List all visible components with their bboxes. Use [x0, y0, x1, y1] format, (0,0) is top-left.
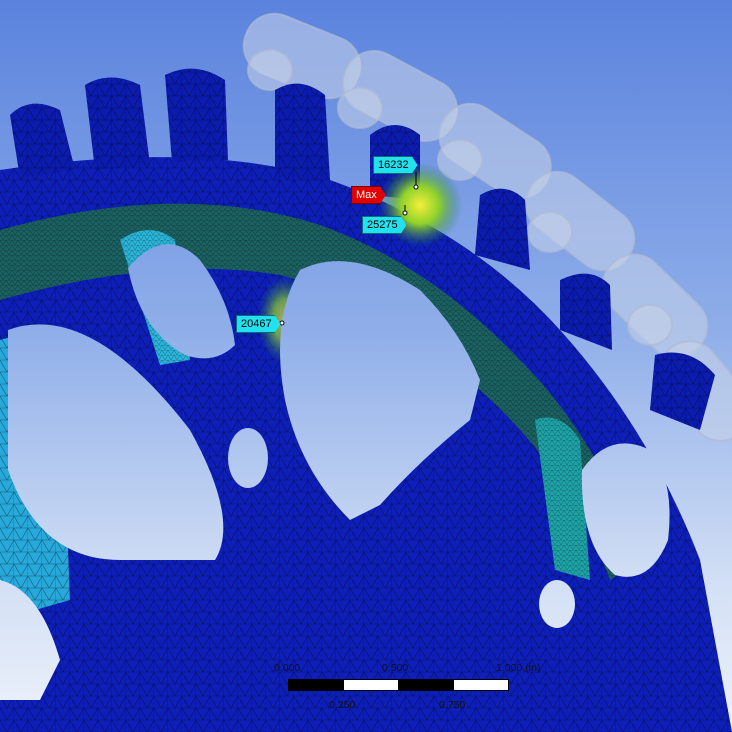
scale-tick-label: 0.250 [329, 699, 356, 711]
scale-segment [288, 679, 344, 691]
scale-segment [343, 679, 399, 691]
scale-tick-label: 0.750 [439, 699, 466, 711]
probe-markers [279, 172, 419, 326]
scale-segment [453, 679, 509, 691]
probe-label-2[interactable]: 25275 [362, 216, 407, 234]
scale-tick-label: 1.000 (in) [496, 662, 541, 674]
probe-value: 25275 [367, 219, 398, 231]
probe-value: 20467 [241, 318, 272, 330]
scale-tick-label: 0.500 [382, 662, 409, 674]
probe-value: 16232 [378, 159, 409, 171]
sprocket-body [0, 68, 732, 732]
max-probe-label[interactable]: Max [351, 186, 386, 204]
scale-segment [398, 679, 454, 691]
probe-label-1[interactable]: 16232 [373, 156, 418, 174]
probe-label-3[interactable]: 20467 [236, 315, 281, 333]
scale-tick-label: 0.000 [274, 662, 301, 674]
probe-value: Max [356, 189, 377, 201]
scale-bar: 0.000 0.500 1.000 (in) 0.250 0.750 [270, 662, 550, 718]
